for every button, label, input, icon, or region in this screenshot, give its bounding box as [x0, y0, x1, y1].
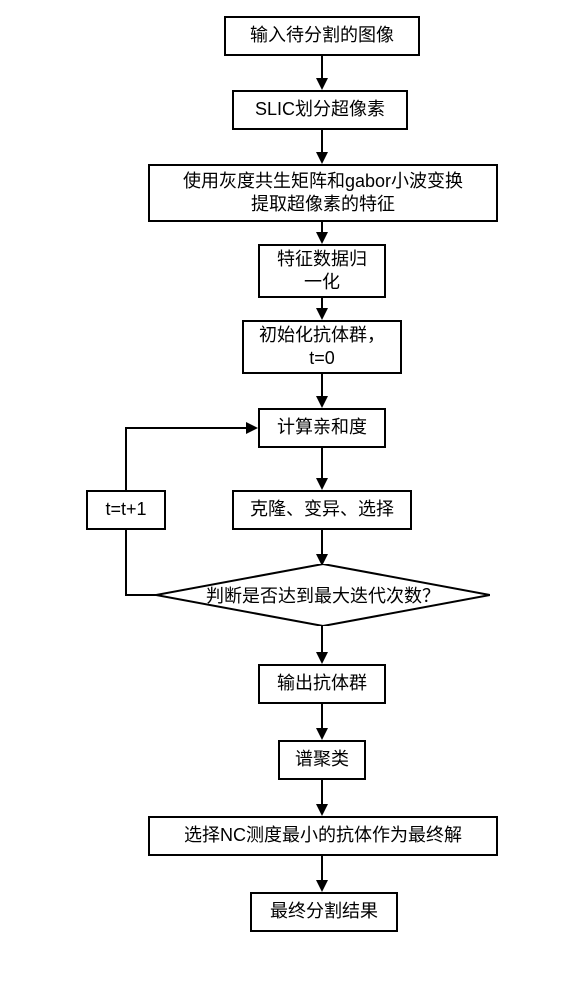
node-label: 判断是否达到最大迭代次数？ — [206, 582, 440, 608]
flowchart-node-output: 输出抗体群 — [258, 664, 386, 704]
arrow-icon — [316, 804, 328, 816]
arrow-icon — [246, 422, 258, 434]
flowchart-node-feature: 使用灰度共生矩阵和gabor小波变换 提取超像素的特征 — [148, 164, 498, 222]
flowchart-node-slic: SLIC划分超像素 — [232, 90, 408, 130]
edge-2-3 — [321, 130, 323, 154]
node-label: 选择NC测度最小的抗体作为最终解 — [184, 824, 462, 847]
flowchart-node-decision: 判断是否达到最大迭代次数？ — [156, 564, 490, 626]
node-label: SLIC划分超像素 — [255, 98, 385, 121]
edge-1-2 — [321, 56, 323, 80]
node-label: 最终分割结果 — [270, 900, 378, 923]
arrow-icon — [316, 396, 328, 408]
flowchart-node-affinity: 计算亲和度 — [258, 408, 386, 448]
edge-6-7 — [321, 448, 323, 480]
flowchart-node-normalize: 特征数据归 一化 — [258, 244, 386, 298]
flowchart-node-init: 初始化抗体群， t=0 — [242, 320, 402, 374]
arrow-icon — [316, 478, 328, 490]
arrow-icon — [316, 308, 328, 320]
edge-8-9-h — [126, 594, 158, 596]
flowchart-node-cluster: 谱聚类 — [278, 740, 366, 780]
arrow-icon — [316, 728, 328, 740]
edge-9-6-v — [125, 427, 127, 490]
edge-7-8 — [321, 530, 323, 556]
node-label: t=t+1 — [105, 498, 146, 521]
node-label: 特征数据归 一化 — [277, 248, 367, 295]
arrow-icon — [316, 652, 328, 664]
edge-11-12 — [321, 780, 323, 806]
node-label: 计算亲和度 — [277, 416, 367, 439]
node-label: 谱聚类 — [295, 748, 349, 771]
edge-5-6 — [321, 374, 323, 398]
edge-12-13 — [321, 856, 323, 882]
edge-8-10 — [321, 626, 323, 654]
node-label: 克隆、变异、选择 — [250, 498, 394, 521]
node-label: 使用灰度共生矩阵和gabor小波变换 提取超像素的特征 — [183, 170, 463, 217]
flowchart-node-select: 选择NC测度最小的抗体作为最终解 — [148, 816, 498, 856]
edge-10-11 — [321, 704, 323, 730]
arrow-icon — [316, 880, 328, 892]
edge-9-6-h — [125, 427, 247, 429]
flowchart-node-result: 最终分割结果 — [250, 892, 398, 932]
node-label: 输入待分割的图像 — [250, 24, 394, 47]
edge-8-9-v — [125, 530, 127, 596]
flowchart-node-increment: t=t+1 — [86, 490, 166, 530]
arrow-icon — [316, 78, 328, 90]
arrow-icon — [316, 152, 328, 164]
node-label: 输出抗体群 — [277, 672, 367, 695]
node-label: 初始化抗体群， t=0 — [259, 324, 385, 371]
arrow-icon — [316, 232, 328, 244]
flowchart-node-input: 输入待分割的图像 — [224, 16, 420, 56]
flowchart-node-clone: 克隆、变异、选择 — [232, 490, 412, 530]
